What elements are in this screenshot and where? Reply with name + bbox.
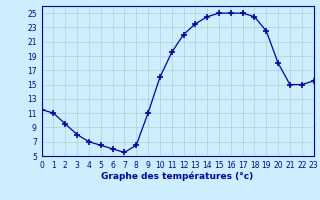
X-axis label: Graphe des températures (°c): Graphe des températures (°c) [101, 171, 254, 181]
